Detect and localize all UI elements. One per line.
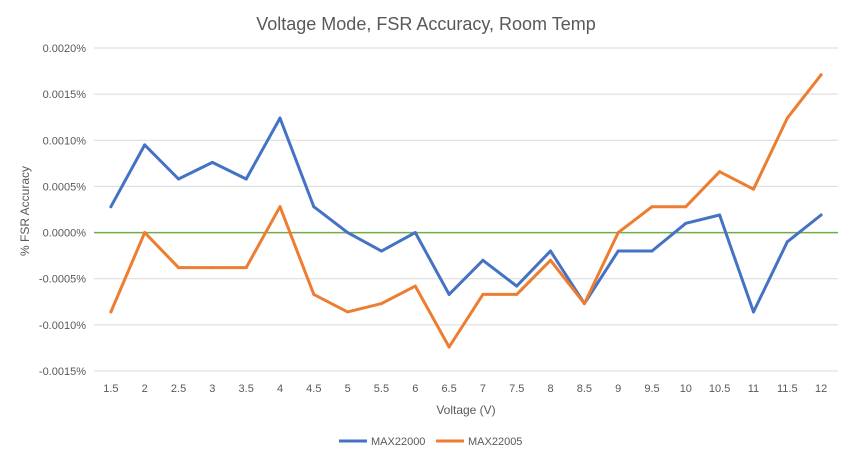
data-point <box>109 205 113 209</box>
y-tick-label: 0.0005% <box>43 181 87 193</box>
data-point <box>515 292 519 296</box>
x-tick-label: 1.5 <box>103 383 118 395</box>
y-tick-label: -0.0010% <box>39 320 86 332</box>
data-point <box>210 160 214 164</box>
series-line-max22005 <box>109 73 823 349</box>
y-tick-label: 0.0000% <box>43 228 87 240</box>
data-point <box>379 302 383 306</box>
data-point <box>346 310 350 314</box>
data-point <box>177 177 181 181</box>
data-point <box>244 177 248 181</box>
data-point <box>312 205 316 209</box>
x-tick-label: 2 <box>142 383 148 395</box>
x-tick-label: 11.5 <box>777 383 798 395</box>
data-point <box>718 170 722 174</box>
data-point <box>379 249 383 253</box>
series-layer <box>109 73 823 349</box>
y-tick-label: 0.0020% <box>43 43 87 55</box>
x-axis-label: Voltage (V) <box>436 403 495 417</box>
data-point <box>819 73 823 77</box>
data-point <box>177 266 181 270</box>
chart-title: Voltage Mode, FSR Accuracy, Room Temp <box>256 14 596 34</box>
y-tick-label: 0.0015% <box>43 89 87 101</box>
data-point <box>481 258 485 262</box>
data-point <box>718 213 722 217</box>
data-point <box>616 249 620 253</box>
y-tick-label: -0.0005% <box>39 274 86 286</box>
y-axis-label: % FSR Accuracy <box>18 166 32 256</box>
data-point <box>515 284 519 288</box>
data-point <box>447 292 451 296</box>
data-point <box>650 205 654 209</box>
data-point <box>582 302 586 306</box>
data-point <box>447 345 451 349</box>
data-point <box>210 266 214 270</box>
x-tick-label: 2.5 <box>171 383 186 395</box>
data-point <box>413 284 417 288</box>
data-point <box>684 205 688 209</box>
legend: MAX22000 MAX22005 <box>339 436 522 448</box>
data-point <box>751 187 755 191</box>
data-point <box>109 310 113 314</box>
data-point <box>278 116 282 120</box>
x-tick-label: 10 <box>680 383 692 395</box>
data-point <box>312 292 316 296</box>
x-tick-labels: 1.5 2 2.5 3 3.5 4 4.5 5 5.5 6 6.5 7 7.5 8 8.5 9 9.5 10 10.… <box>103 383 827 395</box>
data-point <box>549 249 553 253</box>
data-point <box>785 116 789 120</box>
x-tick-label: 9.5 <box>644 383 659 395</box>
x-tick-label: 3.5 <box>239 383 254 395</box>
data-point <box>481 292 485 296</box>
x-tick-label: 5 <box>345 383 351 395</box>
data-point <box>244 266 248 270</box>
y-tick-label: 0.0010% <box>43 135 87 147</box>
y-tick-label: -0.0015% <box>39 366 86 378</box>
data-point <box>549 258 553 262</box>
data-point <box>650 249 654 253</box>
data-point <box>785 240 789 244</box>
data-point <box>413 231 417 235</box>
data-point <box>143 143 147 147</box>
data-point <box>143 231 147 235</box>
x-tick-label: 4.5 <box>306 383 321 395</box>
series-line-max22000 <box>109 116 823 314</box>
data-point <box>616 231 620 235</box>
data-point <box>278 205 282 209</box>
x-tick-label: 6.5 <box>441 383 456 395</box>
x-tick-label: 5.5 <box>374 383 389 395</box>
x-tick-label: 9 <box>615 383 621 395</box>
y-tick-labels: -0.0015% -0.0010% -0.0005% 0.0000% 0.0005% 0.… <box>39 43 86 378</box>
data-point <box>684 221 688 225</box>
x-tick-label: 11 <box>748 383 759 395</box>
legend-label: MAX22005 <box>468 436 522 448</box>
x-tick-label: 7.5 <box>509 383 524 395</box>
x-tick-label: 10.5 <box>709 383 730 395</box>
legend-label: MAX22000 <box>371 436 425 448</box>
x-tick-label: 4 <box>277 383 283 395</box>
x-tick-label: 6 <box>412 383 418 395</box>
x-tick-label: 7 <box>480 383 486 395</box>
data-point <box>346 231 350 235</box>
x-tick-label: 8.5 <box>577 383 592 395</box>
x-tick-label: 3 <box>209 383 215 395</box>
x-tick-label: 8 <box>547 383 553 395</box>
x-tick-label: 12 <box>815 383 827 395</box>
data-point <box>751 310 755 314</box>
data-point <box>819 213 823 217</box>
